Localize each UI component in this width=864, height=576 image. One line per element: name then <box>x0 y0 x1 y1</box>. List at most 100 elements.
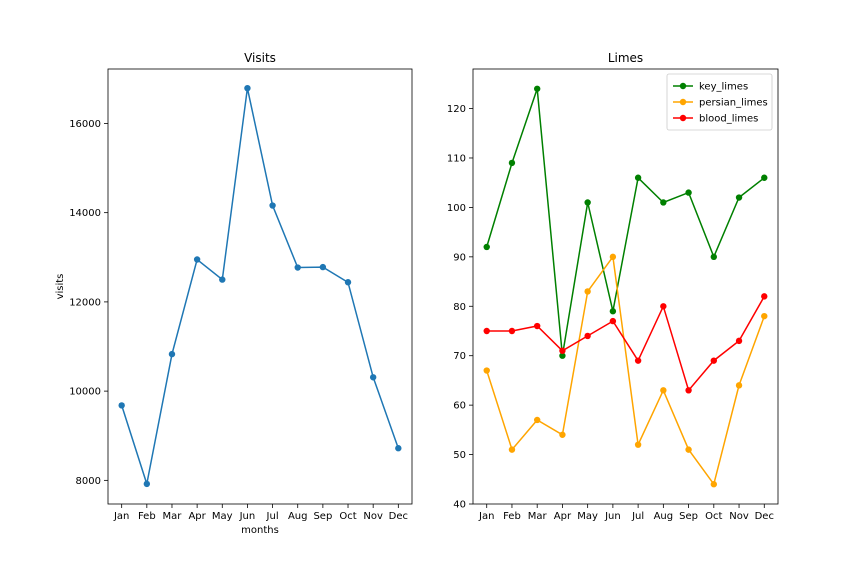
series-line-key_limes <box>485 88 765 356</box>
x-tick-label: Jan <box>113 511 129 522</box>
data-point <box>761 293 768 300</box>
y-tick-label: 120 <box>447 104 466 115</box>
y-tick-label: 14000 <box>69 208 101 219</box>
data-point <box>660 303 667 310</box>
legend-marker <box>679 114 687 122</box>
data-point <box>609 253 617 261</box>
data-point <box>660 199 667 206</box>
legend-label: persian_limes <box>699 98 768 109</box>
y-tick-label: 8000 <box>76 476 101 487</box>
legend: key_limes persian_limes blood_limes <box>666 73 773 131</box>
legend-box <box>666 73 773 131</box>
x-tick-label: Dec <box>755 511 774 522</box>
x-tick-label: Nov <box>729 511 749 522</box>
legend-marker <box>679 82 687 90</box>
x-tick-label: Apr <box>554 511 572 522</box>
data-point <box>533 85 541 92</box>
x-tick-label: Oct <box>705 511 722 522</box>
data-point <box>634 357 642 364</box>
series-line-series-1 <box>120 88 400 485</box>
data-point <box>118 402 125 409</box>
legend-label: key_limes <box>699 82 748 93</box>
y-tick-label: 50 <box>453 450 466 461</box>
y-tick-label: 10000 <box>69 387 101 398</box>
x-tick-label: Oct <box>339 511 356 522</box>
data-point <box>533 322 541 330</box>
legend-marker <box>679 98 687 106</box>
data-point <box>559 431 566 438</box>
series-line-blood_limes <box>486 296 765 392</box>
data-point <box>584 332 591 340</box>
plot-frame <box>107 68 413 505</box>
data-point <box>609 308 617 315</box>
data-point <box>685 189 692 196</box>
data-point <box>319 263 327 271</box>
data-point <box>559 347 566 354</box>
data-point <box>735 194 743 201</box>
data-point <box>685 387 692 394</box>
x-tick-label: Jul <box>266 511 279 522</box>
data-point <box>193 256 201 263</box>
data-point <box>735 382 743 389</box>
x-tick-label: Aug <box>288 511 308 522</box>
subplot-2: Limes Jan Feb Mar Apr May Jun Jul Aug Sep Oct Nov De… <box>447 51 779 522</box>
y-tick-label: 16000 <box>69 119 101 130</box>
data-point <box>685 446 692 453</box>
x-tick-label: Jan <box>478 511 494 522</box>
data-point <box>219 276 226 283</box>
data-point <box>483 243 490 251</box>
data-point <box>584 199 591 206</box>
data-point <box>710 481 718 488</box>
x-tick-label: Feb <box>503 511 521 522</box>
data-point <box>634 441 642 448</box>
x-tick-label: Dec <box>389 511 408 522</box>
x-tick-label: Aug <box>654 511 674 522</box>
x-tick-label: Jul <box>631 511 644 522</box>
data-point <box>660 387 667 394</box>
chart-title: Visits <box>244 51 276 65</box>
data-point <box>508 159 516 167</box>
y-axis-label: visits <box>55 274 66 300</box>
x-tick-label: Sep <box>679 511 698 522</box>
x-tick-label: Nov <box>363 511 383 522</box>
x-tick-label: May <box>577 511 598 522</box>
x-tick-label: Mar <box>528 511 548 522</box>
data-point <box>369 374 377 381</box>
data-point <box>395 445 402 452</box>
plot-frame <box>472 68 779 505</box>
data-point <box>584 288 591 295</box>
data-point <box>244 84 251 92</box>
data-point <box>710 357 718 364</box>
y-tick-label: 90 <box>453 252 466 263</box>
chart-title: Limes <box>608 51 643 65</box>
y-tick-label: 70 <box>453 351 466 362</box>
data-point <box>143 480 151 488</box>
y-tick-label: 12000 <box>69 297 101 308</box>
x-tick-label: Feb <box>138 511 156 522</box>
y-tick-label: 110 <box>447 153 466 164</box>
data-point <box>559 352 566 359</box>
data-point <box>761 312 768 320</box>
x-tick-label: Sep <box>313 511 332 522</box>
x-axis-label: months <box>241 525 279 536</box>
series-line-persian_limes <box>485 254 766 486</box>
data-point <box>710 253 718 261</box>
data-point <box>735 337 743 345</box>
data-point <box>344 279 352 286</box>
data-point <box>609 317 617 325</box>
data-point <box>634 174 642 181</box>
data-point <box>269 202 276 209</box>
data-point <box>533 416 541 424</box>
data-point <box>294 264 301 271</box>
x-tick-label: Jun <box>239 511 256 522</box>
y-tick-label: 60 <box>453 401 466 412</box>
data-point <box>508 446 516 453</box>
x-tick-label: Mar <box>163 511 183 522</box>
x-tick-label: Apr <box>188 511 206 522</box>
data-point <box>168 350 176 358</box>
y-tick-label: 80 <box>453 302 466 313</box>
data-point <box>483 367 490 374</box>
subplot-1: Visits Jan Feb Mar Apr May Jun Jul Aug Sep Oct Nov D… <box>55 51 413 536</box>
x-tick-label: May <box>212 511 233 522</box>
